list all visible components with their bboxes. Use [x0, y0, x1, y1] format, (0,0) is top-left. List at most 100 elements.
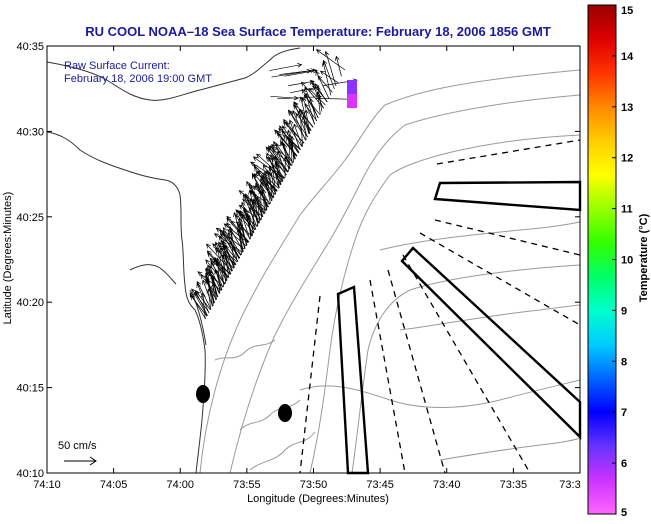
x-tick-label: 73:35 [500, 479, 528, 491]
current-vector [319, 70, 339, 83]
current-vector [276, 150, 287, 176]
current-vector [270, 144, 294, 163]
current-vector [253, 173, 274, 199]
y-tick-label: 40:35 [16, 41, 44, 53]
current-vector [195, 290, 211, 310]
current-vector [222, 244, 231, 275]
x-tick-label: 73:3 [559, 479, 580, 491]
current-vector [315, 49, 346, 71]
x-tick-label: 73:40 [433, 479, 461, 491]
temperature-colorbar: 15 14 13 12 11 10 9 8 7 6 5 Temperature (°C) [587, 4, 650, 519]
scale-vector-label: 50 cm/s [58, 440, 97, 452]
current-annotation-line1: Raw Surface Current: [64, 60, 170, 72]
surface-current-vectors [189, 49, 358, 320]
current-vector [292, 110, 306, 141]
coastline [46, 47, 301, 474]
current-vector [263, 170, 272, 202]
current-vector [324, 50, 337, 87]
current-vector [223, 223, 249, 243]
current-vector [214, 256, 225, 285]
current-vector [282, 143, 292, 167]
buoy-marker-1 [196, 385, 210, 403]
colorbar-tick-label: 6 [621, 458, 627, 470]
current-vector [300, 110, 310, 135]
current-vector [273, 141, 290, 170]
colorbar-label: Temperature (°C) [638, 213, 650, 302]
colorbar-tick-label: 11 [621, 204, 633, 216]
current-vector [279, 125, 299, 154]
current-vector [277, 132, 297, 157]
current-vector [286, 129, 296, 160]
current-vector [214, 247, 234, 269]
scale-vector: 50 cm/s [58, 440, 97, 466]
colorbar-tick-label: 14 [621, 51, 634, 63]
current-vector [190, 294, 208, 317]
current-vector [240, 213, 256, 231]
current-vector [235, 221, 253, 237]
current-vector [207, 252, 231, 275]
y-tick-label: 40:10 [16, 468, 44, 480]
current-vector [189, 292, 206, 320]
colorbar-tick-label: 9 [621, 305, 627, 317]
current-vector [252, 156, 285, 179]
current-vector [200, 292, 206, 320]
colorbar-tick-label: 13 [621, 102, 633, 114]
current-vector [293, 101, 308, 138]
x-tick-label: 74:05 [100, 479, 128, 491]
current-vector [288, 119, 301, 151]
current-vector [238, 190, 267, 211]
colorbar-tick-label: 10 [621, 255, 633, 267]
x-tick-label: 74:00 [166, 479, 194, 491]
buoy-marker-2 [278, 404, 292, 422]
x-tick-label: 74:10 [33, 479, 61, 491]
current-vector [321, 61, 332, 96]
current-vector [233, 211, 246, 249]
x-tick-label: 73:45 [366, 479, 394, 491]
current-vector [213, 233, 243, 253]
current-vector [267, 145, 288, 173]
x-axis-ticks: 74:10 74:05 74:00 73:55 73:50 73:45 73:40 73:35… [33, 46, 581, 491]
current-vector [304, 109, 311, 134]
shipping-lane-dashed-lines [299, 139, 581, 474]
current-vector [219, 229, 242, 256]
colorbar-tick-label: 15 [621, 5, 633, 17]
current-vector [206, 264, 218, 298]
current-vector [274, 161, 283, 182]
current-vector [224, 244, 235, 269]
y-tick-label: 40:30 [16, 126, 44, 138]
current-annotation-line2: February 18, 2006 19:00 GMT [64, 73, 212, 85]
current-vector [304, 92, 315, 125]
current-vector [293, 123, 303, 147]
x-tick-label: 73:55 [233, 479, 261, 491]
current-vector [283, 118, 303, 147]
current-vector [288, 139, 296, 160]
current-vector [205, 275, 215, 304]
current-vector [289, 85, 318, 94]
current-vector [269, 63, 303, 71]
y-tick-label: 40:15 [16, 383, 44, 395]
current-vector [246, 180, 265, 215]
colorbar-gradient [587, 4, 617, 515]
x-axis-label: Longitude (Degrees:Minutes) [247, 493, 389, 505]
current-vector [255, 182, 269, 208]
current-vector [215, 248, 227, 282]
colorbar-ticks: 15 14 13 12 11 10 9 8 7 6 5 [612, 4, 634, 519]
buoy-markers [196, 385, 292, 422]
sst-data-patch [347, 80, 357, 108]
map-plot-area: Raw Surface Current: February 18, 2006 1… [46, 45, 582, 475]
colorbar-tick-label: 12 [621, 153, 633, 165]
current-vector [335, 55, 342, 77]
current-vector [238, 204, 261, 221]
current-vector [205, 243, 233, 272]
current-vector [284, 68, 318, 77]
figure-title: RU COOL NOAA–18 Sea Surface Temperature:… [85, 24, 551, 39]
current-vector [227, 235, 240, 259]
current-vector [210, 260, 224, 288]
x-tick-label: 73:50 [300, 479, 328, 491]
current-vector [288, 79, 315, 86]
current-vector [242, 206, 252, 237]
colorbar-tick-label: 8 [621, 356, 627, 368]
current-vector [271, 68, 312, 78]
current-vector [205, 259, 226, 285]
y-tick-label: 40:25 [16, 212, 44, 224]
